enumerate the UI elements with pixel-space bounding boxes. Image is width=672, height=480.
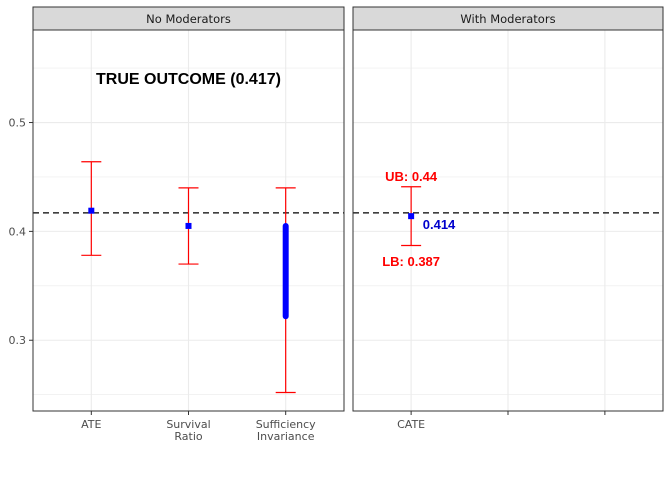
x-tick-label: Ratio: [174, 430, 203, 443]
annotation-label: TRUE OUTCOME (0.417): [96, 71, 281, 88]
annotation-label: LB: 0.387: [382, 254, 440, 269]
y-tick-label: 0.5: [9, 117, 27, 130]
y-tick-label: 0.4: [9, 225, 27, 238]
panel-title: With Moderators: [460, 12, 555, 26]
x-tick-label: CATE: [397, 418, 425, 431]
annotation-label: UB: 0.44: [385, 169, 438, 184]
x-tick-label: Invariance: [257, 430, 315, 443]
annotation-label: 0.414: [423, 217, 456, 232]
x-tick-label: Survival: [166, 418, 210, 431]
x-tick-label: Sufficiency: [256, 418, 316, 431]
panel-title: No Moderators: [146, 12, 231, 26]
estimate-point: [408, 213, 415, 220]
estimate-point: [185, 222, 192, 229]
y-tick-label: 0.3: [9, 334, 27, 347]
x-tick-label: ATE: [81, 418, 101, 431]
estimate-point: [88, 207, 95, 214]
